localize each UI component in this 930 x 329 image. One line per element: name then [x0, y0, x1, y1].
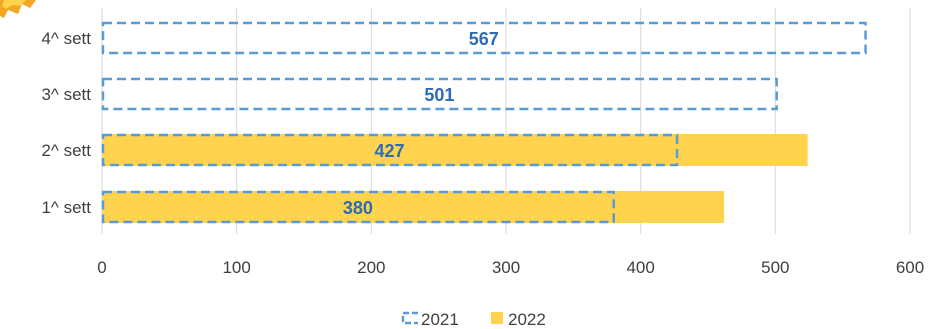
- y-tick-label: 3^ sett: [41, 85, 91, 104]
- legend-swatch-2022: [491, 312, 503, 324]
- legend-swatch-2021: [401, 311, 418, 325]
- y-tick-label: 2^ sett: [41, 141, 91, 160]
- x-tick-label: 500: [761, 258, 789, 277]
- bars: [101, 21, 867, 224]
- x-axis: 0 100 200 300 400 500 600: [97, 258, 924, 277]
- bar-2021: [101, 21, 867, 55]
- data-label-2021: 380: [343, 198, 373, 218]
- bar-2021: [101, 77, 778, 111]
- x-tick-label: 0: [97, 258, 106, 277]
- bar-2021: [101, 133, 679, 167]
- data-label-2021: 427: [374, 141, 404, 161]
- bar-2021: [101, 190, 615, 224]
- x-tick-label: 200: [357, 258, 385, 277]
- legend-label-2021: 2021: [421, 310, 459, 329]
- x-tick-label: 300: [492, 258, 520, 277]
- sun-decoration-icon: [0, 0, 36, 18]
- bar-2022: [102, 191, 725, 223]
- data-label-2021: 501: [424, 85, 454, 105]
- x-tick-label: 600: [896, 258, 924, 277]
- legend-label-2022: 2022: [508, 310, 546, 329]
- y-axis: 1^ sett 2^ sett 3^ sett 4^ sett: [41, 29, 91, 217]
- legend: 2021 2022: [401, 310, 546, 329]
- data-label-2021: 567: [469, 29, 499, 49]
- x-tick-label: 400: [626, 258, 654, 277]
- y-tick-label: 4^ sett: [41, 29, 91, 48]
- data-labels: 380 427 501 567: [343, 29, 499, 218]
- bar-2022: [102, 134, 808, 166]
- x-tick-label: 100: [222, 258, 250, 277]
- y-tick-label: 1^ sett: [41, 198, 91, 217]
